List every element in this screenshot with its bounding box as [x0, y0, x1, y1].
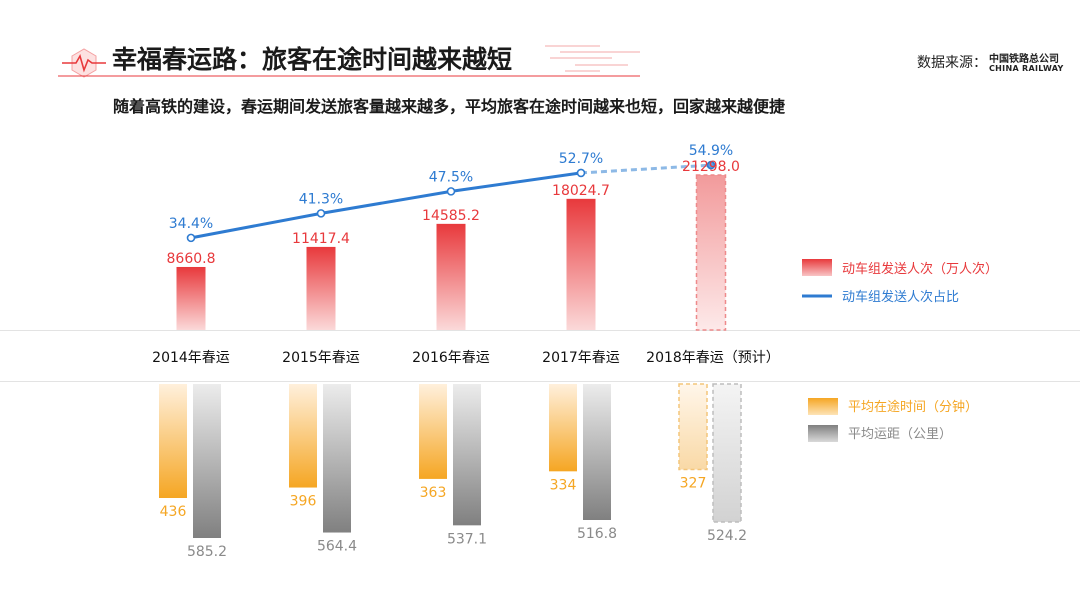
legend-swatch-distance [808, 425, 838, 442]
point-share-3 [576, 168, 586, 178]
legend-label-share: 动车组发送人次占比 [842, 289, 959, 305]
legend-label-distance: 平均运距（公里） [848, 427, 952, 442]
label-share-0: 34.4% [169, 216, 213, 232]
label-distance-1: 564.4 [317, 539, 357, 555]
label-share-1: 41.3% [299, 191, 343, 207]
label-distance-2: 537.1 [447, 531, 487, 547]
bar-travel-time-3 [549, 384, 577, 472]
label-distance-3: 516.8 [577, 526, 617, 542]
hexagon-icon [71, 48, 97, 78]
point-share-4 [706, 160, 716, 170]
category-label-1: 2015年春运 [282, 350, 360, 366]
legend-swatch-passengers [802, 259, 832, 276]
page-subtitle: 随着高铁的建设，春运期间发送旅客量越来越多，平均旅客在途时间越来也短，回家越来越… [113, 97, 786, 116]
label-travel-time-3: 334 [550, 477, 577, 493]
bar-passengers-0 [176, 266, 206, 330]
pulse-icon [62, 53, 106, 73]
category-label-4: 2018年春运（预计） [646, 350, 780, 366]
point-share-1 [316, 209, 326, 218]
source-label: 数据来源： [917, 55, 987, 71]
category-label-0: 2014年春运 [152, 350, 230, 366]
bar-travel-time-2 [419, 384, 447, 479]
bar-distance-4 [712, 383, 742, 523]
legend-swatch-travel-time [808, 398, 838, 415]
label-passengers-0: 8660.8 [167, 251, 216, 267]
legend-label-travel-time: 平均在途时间（分钟） [848, 399, 978, 415]
series-line-share-projected [580, 163, 712, 175]
series-line-share [190, 171, 582, 240]
title-decoration [58, 45, 640, 78]
category-label-3: 2017年春运 [542, 350, 620, 366]
point-share-0 [186, 233, 196, 243]
label-travel-time-1: 396 [290, 494, 317, 510]
page-title: 幸福春运路：旅客在途时间越来越短 [112, 45, 513, 74]
label-share-4: 54.9% [689, 143, 733, 159]
category-label-2: 2016年春运 [412, 350, 490, 366]
bar-distance-1 [323, 384, 351, 533]
label-share-3: 52.7% [559, 151, 603, 167]
bar-passengers-3 [566, 198, 596, 330]
bar-travel-time-0 [159, 384, 187, 498]
label-travel-time-0: 436 [160, 504, 187, 520]
category-band [0, 330, 1080, 382]
bar-travel-time-4 [678, 383, 708, 471]
label-distance-4: 524.2 [707, 528, 747, 544]
label-passengers-2: 14585.2 [422, 208, 480, 224]
bar-distance-3 [583, 384, 611, 520]
label-passengers-3: 18024.7 [552, 183, 610, 199]
label-share-2: 47.5% [429, 169, 473, 185]
bar-passengers-1 [306, 246, 336, 330]
source-org-cn: 中国铁路总公司 [989, 54, 1059, 65]
bar-distance-2 [453, 384, 481, 526]
label-passengers-1: 11417.4 [292, 231, 350, 247]
label-travel-time-2: 363 [420, 485, 447, 501]
label-passengers-4: 21298.0 [682, 159, 740, 175]
source-org-en: CHINA RAILWAY [989, 64, 1064, 73]
legend-label-passengers: 动车组发送人次（万人次） [842, 261, 998, 277]
bar-passengers-4 [695, 174, 727, 331]
bar-travel-time-1 [289, 384, 317, 488]
point-share-2 [446, 187, 456, 196]
label-distance-0: 585.2 [187, 544, 227, 560]
bar-distance-0 [193, 384, 221, 538]
bar-passengers-2 [436, 223, 466, 330]
label-travel-time-4: 327 [680, 476, 707, 492]
